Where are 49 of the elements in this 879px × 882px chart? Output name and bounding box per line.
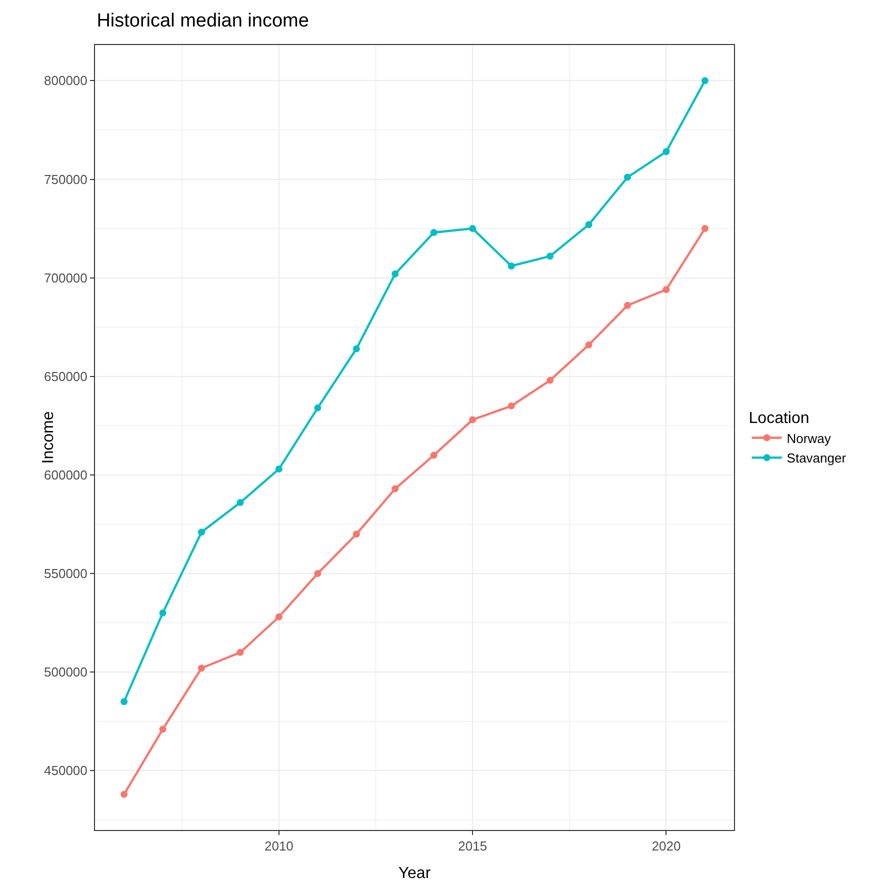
legend-title: Location — [748, 410, 810, 427]
point — [508, 262, 515, 270]
point — [701, 225, 708, 232]
point — [546, 252, 554, 260]
point — [624, 302, 631, 309]
y-tick-label: 750000 — [44, 172, 88, 187]
x-axis-title: Year — [398, 865, 432, 882]
point — [662, 286, 670, 294]
point — [392, 485, 399, 492]
y-tick-label: 700000 — [44, 270, 88, 286]
point — [469, 225, 476, 232]
y-tick-label: 800000 — [44, 73, 88, 88]
point — [236, 648, 244, 656]
point — [430, 452, 438, 459]
point — [701, 77, 708, 84]
x-tick-label: 2010 — [264, 838, 294, 854]
point — [469, 416, 476, 424]
point — [624, 174, 631, 181]
point — [120, 790, 128, 798]
point — [662, 148, 670, 156]
point — [275, 613, 282, 620]
point — [430, 228, 438, 236]
x-tick-label: 2020 — [652, 838, 681, 854]
point — [314, 404, 322, 412]
point — [352, 345, 360, 352]
point — [120, 698, 128, 706]
point — [275, 466, 282, 473]
point — [314, 570, 322, 578]
chart-title: Historical median income — [96, 10, 309, 32]
point — [508, 402, 515, 410]
point — [198, 528, 205, 536]
point — [352, 530, 360, 538]
point — [236, 499, 244, 506]
y-tick-label: 650000 — [44, 368, 88, 384]
point — [392, 270, 399, 278]
legend-label: Norway — [786, 430, 832, 446]
y-tick-label: 550000 — [44, 566, 88, 582]
point — [159, 726, 166, 733]
point — [198, 664, 205, 672]
point — [585, 341, 592, 348]
y-axis-title: Income — [40, 411, 57, 464]
legend-label: Stavanger — [786, 450, 847, 466]
point — [546, 376, 554, 384]
point — [159, 609, 166, 616]
y-tick-label: 450000 — [44, 763, 88, 778]
y-tick-label: 600000 — [44, 468, 88, 483]
point — [585, 221, 592, 228]
y-tick-label: 500000 — [44, 664, 88, 680]
x-tick-label: 2015 — [458, 838, 488, 854]
